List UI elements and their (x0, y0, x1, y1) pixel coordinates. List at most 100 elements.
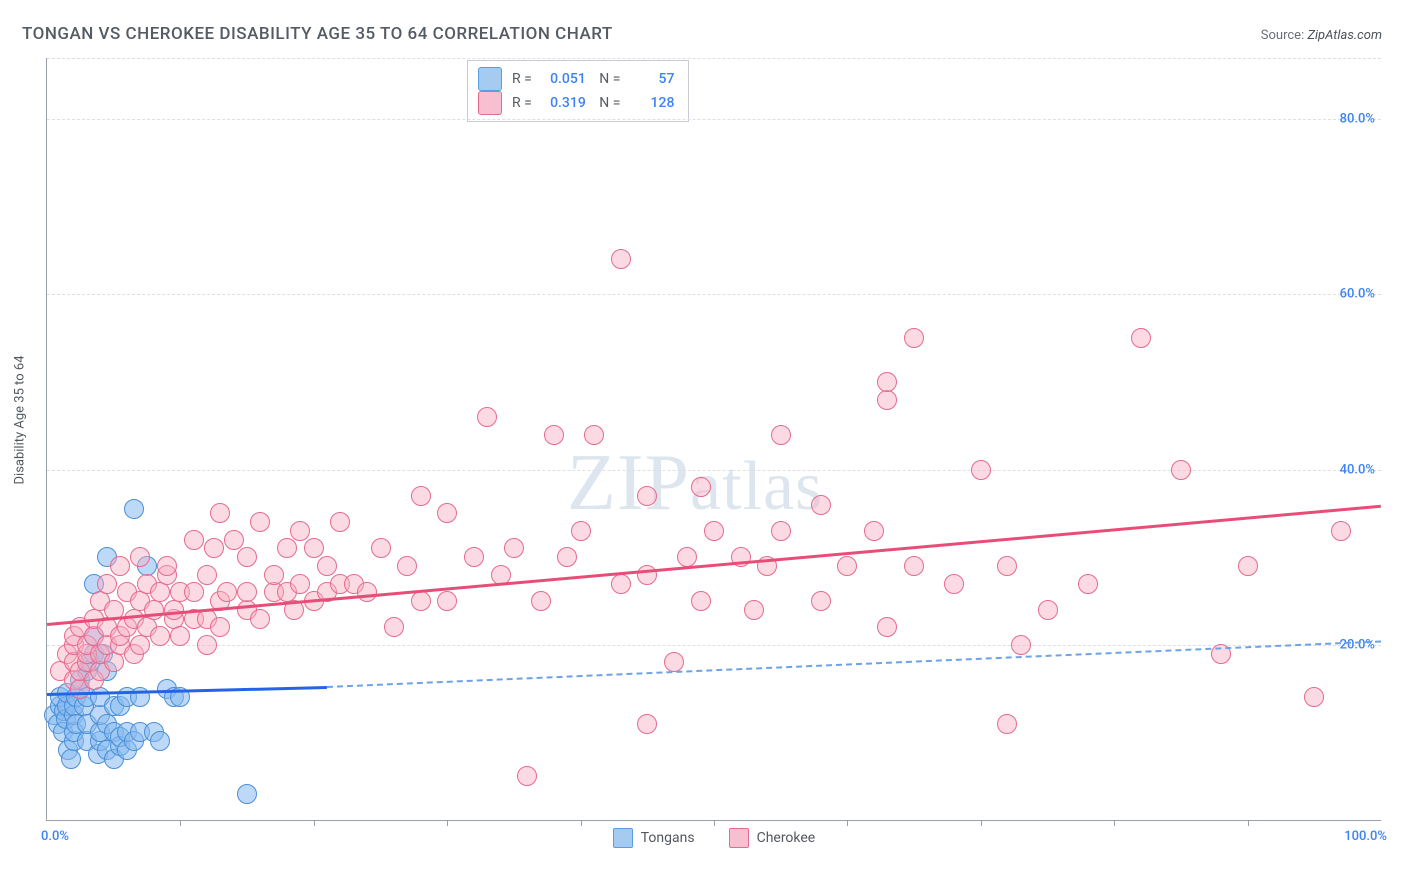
data-point-cherokee (904, 556, 924, 576)
data-point-cherokee (197, 565, 217, 585)
data-point-cherokee (437, 503, 457, 523)
data-point-cherokee (1331, 521, 1351, 541)
source-attribution: Source: ZipAtlas.com (1261, 28, 1382, 43)
data-point-cherokee (237, 547, 257, 567)
data-point-cherokee (544, 425, 564, 445)
x-tick (447, 820, 448, 826)
data-point-cherokee (110, 556, 130, 576)
x-tick (180, 820, 181, 826)
data-point-cherokee (130, 547, 150, 567)
data-point-cherokee (691, 591, 711, 611)
data-point-cherokee (611, 249, 631, 269)
gridline (47, 119, 1381, 120)
data-point-cherokee (237, 582, 257, 602)
data-point-cherokee (997, 556, 1017, 576)
data-point-cherokee (704, 521, 724, 541)
chart-container: TONGAN VS CHEROKEE DISABILITY AGE 35 TO … (0, 0, 1406, 892)
data-point-cherokee (531, 591, 551, 611)
stat-r-cherokee: 0.319 (542, 92, 586, 114)
data-point-cherokee (771, 425, 791, 445)
gridline (47, 294, 1381, 295)
source-value: ZipAtlas.com (1307, 28, 1382, 43)
data-point-cherokee (864, 521, 884, 541)
data-point-cherokee (217, 582, 237, 602)
data-point-tongans (150, 731, 170, 751)
y-tick-label: 20.0% (1340, 637, 1375, 652)
legend-swatch-tongans (613, 828, 633, 848)
gridline (47, 58, 1381, 59)
legend-label-tongans: Tongans (641, 830, 695, 846)
stat-n-tongans: 57 (630, 68, 674, 90)
data-point-cherokee (437, 591, 457, 611)
data-point-cherokee (1078, 574, 1098, 594)
data-point-cherokee (330, 512, 350, 532)
data-point-cherokee (464, 547, 484, 567)
y-tick-label: 60.0% (1340, 287, 1375, 302)
data-point-cherokee (371, 538, 391, 558)
legend-label-cherokee: Cherokee (757, 830, 816, 846)
data-point-cherokee (164, 600, 184, 620)
swatch-cherokee (478, 91, 502, 115)
data-point-cherokee (144, 600, 164, 620)
chart-title: TONGAN VS CHEROKEE DISABILITY AGE 35 TO … (22, 24, 613, 44)
trendline-tongans-dashed (327, 640, 1381, 688)
data-point-cherokee (411, 591, 431, 611)
data-point-cherokee (104, 652, 124, 672)
data-point-cherokee (517, 766, 537, 786)
data-point-cherokee (210, 503, 230, 523)
stat-box: R = 0.051 N = 57 R = 0.319 N = 128 (467, 60, 689, 122)
legend-item-cherokee: Cherokee (729, 828, 816, 848)
data-point-cherokee (1131, 328, 1151, 348)
plot-area: ZIPatlas R = 0.051 N = 57 R = 0.319 N = … (46, 58, 1381, 821)
stat-row-tongans: R = 0.051 N = 57 (478, 67, 674, 91)
legend-swatch-cherokee (729, 828, 749, 848)
data-point-cherokee (210, 617, 230, 637)
data-point-cherokee (411, 486, 431, 506)
data-point-cherokee (150, 582, 170, 602)
data-point-cherokee (557, 547, 577, 567)
data-point-cherokee (944, 574, 964, 594)
gridline (47, 645, 1381, 646)
data-point-cherokee (811, 495, 831, 515)
bottom-legend: Tongans Cherokee (47, 828, 1381, 848)
data-point-cherokee (584, 425, 604, 445)
data-point-cherokee (197, 635, 217, 655)
data-point-cherokee (1304, 687, 1324, 707)
y-tick-label: 80.0% (1340, 112, 1375, 127)
data-point-cherokee (357, 582, 377, 602)
data-point-cherokee (1011, 635, 1031, 655)
data-point-cherokee (184, 582, 204, 602)
data-point-cherokee (170, 626, 190, 646)
plot-wrap: ZIPatlas R = 0.051 N = 57 R = 0.319 N = … (46, 58, 1380, 820)
data-point-cherokee (664, 652, 684, 672)
data-point-cherokee (157, 556, 177, 576)
stat-n-label: N = (596, 92, 621, 114)
x-tick (981, 820, 982, 826)
data-point-cherokee (477, 407, 497, 427)
swatch-tongans (478, 67, 502, 91)
data-point-tongans (124, 499, 144, 519)
legend-item-tongans: Tongans (613, 828, 695, 848)
data-point-cherokee (224, 530, 244, 550)
data-point-tongans (61, 749, 81, 769)
data-point-cherokee (1171, 460, 1191, 480)
data-point-cherokee (997, 714, 1017, 734)
data-point-cherokee (637, 714, 657, 734)
data-point-cherokee (277, 538, 297, 558)
data-point-cherokee (971, 460, 991, 480)
data-point-cherokee (637, 565, 657, 585)
data-point-cherokee (571, 521, 591, 541)
data-point-cherokee (397, 556, 417, 576)
stat-n-cherokee: 128 (630, 92, 674, 114)
data-point-cherokee (290, 574, 310, 594)
data-point-cherokee (204, 538, 224, 558)
data-point-cherokee (384, 617, 404, 637)
data-point-cherokee (184, 530, 204, 550)
data-point-cherokee (1038, 600, 1058, 620)
data-point-cherokee (877, 390, 897, 410)
data-point-cherokee (611, 574, 631, 594)
data-point-cherokee (744, 600, 764, 620)
data-point-cherokee (97, 574, 117, 594)
stat-n-label: N = (596, 68, 621, 90)
source-label: Source: (1261, 28, 1308, 43)
